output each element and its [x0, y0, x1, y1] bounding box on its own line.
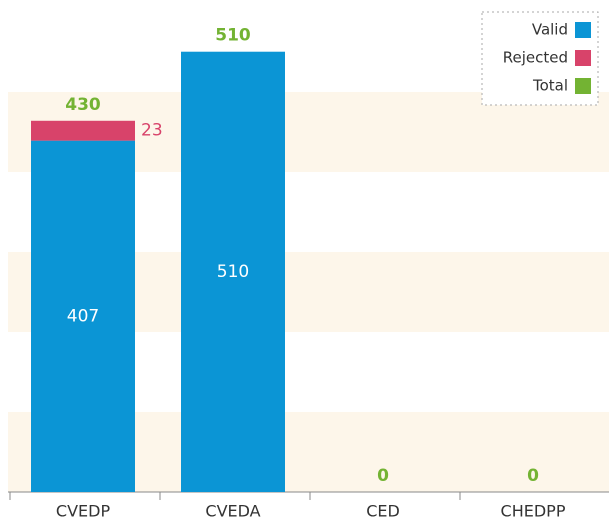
bar-segment [31, 120, 135, 141]
bar-segment [31, 140, 135, 492]
total-label: 0 [527, 466, 539, 486]
legend-label: Valid [532, 21, 568, 39]
legend-swatch [575, 78, 591, 94]
total-label: 510 [215, 26, 251, 46]
legend-label: Total [532, 77, 568, 95]
value-label: 510 [217, 262, 249, 282]
x-tick-label: CED [366, 502, 400, 521]
legend-label: Rejected [503, 49, 568, 67]
x-tick-label: CHEDPP [501, 502, 566, 521]
total-label: 0 [377, 466, 389, 486]
legend-swatch [575, 50, 591, 66]
value-label: 407 [67, 306, 99, 326]
value-label: 23 [141, 121, 163, 141]
x-tick-label: CVEDP [56, 502, 111, 521]
bar-segment [181, 51, 285, 493]
legend-swatch [575, 22, 591, 38]
total-label: 430 [65, 95, 101, 115]
x-tick-label: CVEDA [205, 502, 260, 521]
